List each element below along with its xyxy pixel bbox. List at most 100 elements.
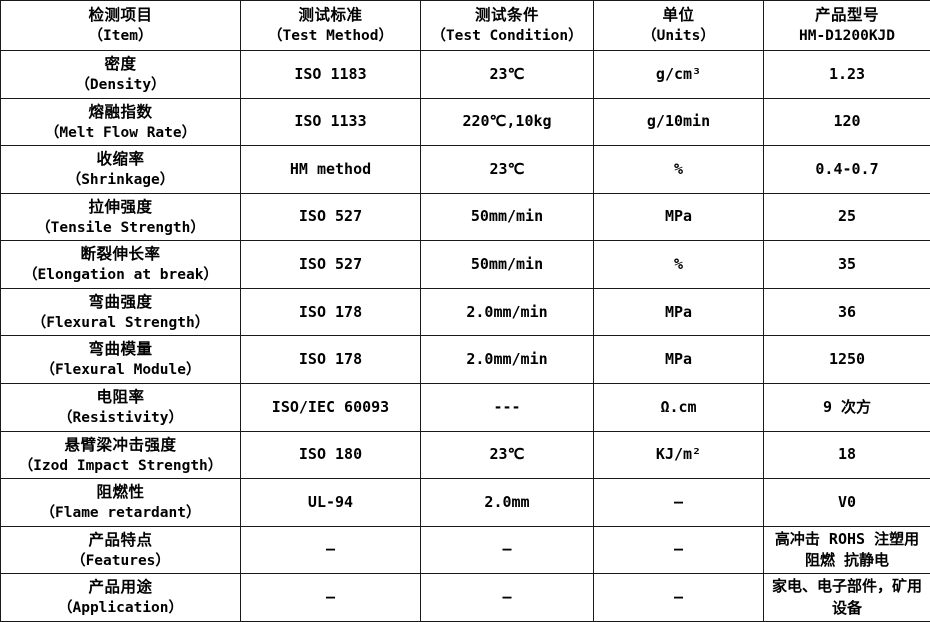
value-text: 120 [768,111,926,132]
units-cell: KJ/m² [594,431,764,479]
method-cell: ISO 1133 [241,98,421,146]
table-row: 断裂伸长率 （Elongation at break） ISO 527 50mm… [1,241,930,289]
value-cell: V0 [764,479,930,527]
condition-cell: 2.0mm/min [421,336,594,384]
item-name-en: （Melt Flow Rate） [5,123,236,144]
table-row: 拉伸强度 （Tensile Strength） ISO 527 50mm/min… [1,193,930,241]
item-cell: 弯曲强度 （Flexural Strength） [1,288,241,336]
item-cell: 断裂伸长率 （Elongation at break） [1,241,241,289]
item-name-en: （Flexural Strength） [5,313,236,334]
method-cell: — [241,574,421,622]
item-cell: 拉伸强度 （Tensile Strength） [1,193,241,241]
value-cell: 1.23 [764,51,930,99]
header-model-number: HM-D1200KJD [768,26,926,47]
item-name-en: （Flexural Module） [5,360,236,381]
item-cell: 阻燃性 （Flame retardant） [1,479,241,527]
method-cell: ISO 180 [241,431,421,479]
item-name-cn: 阻燃性 [5,481,236,503]
header-condition-en: （Test Condition） [425,26,589,47]
units-cell: MPa [594,288,764,336]
table-row: 悬臂梁冲击强度 （Izod Impact Strength） ISO 180 2… [1,431,930,479]
value-cell: 35 [764,241,930,289]
method-cell: ISO 178 [241,336,421,384]
method-cell: ISO 1183 [241,51,421,99]
value-text: 35 [768,254,926,275]
header-units-cn: 单位 [598,4,759,26]
units-cell: g/10min [594,98,764,146]
item-name-cn: 弯曲强度 [5,291,236,313]
item-name-cn: 熔融指数 [5,101,236,123]
item-cell: 熔融指数 （Melt Flow Rate） [1,98,241,146]
item-name-cn: 产品特点 [5,529,236,551]
item-name-en: （Shrinkage） [5,170,236,191]
condition-cell: 220℃,10kg [421,98,594,146]
value-cell: 高冲击 ROHS 注塑用 阻燃 抗静电 [764,526,930,574]
header-cell-model: 产品型号 HM-D1200KJD [764,1,930,51]
table-row: 密度 （Density） ISO 1183 23℃ g/cm³ 1.23 [1,51,930,99]
table-row: 弯曲强度 （Flexural Strength） ISO 178 2.0mm/m… [1,288,930,336]
item-cell: 收缩率 （Shrinkage） [1,146,241,194]
table-row: 电阻率 （Resistivity） ISO/IEC 60093 --- Ω.cm… [1,384,930,432]
item-name-cn: 产品用途 [5,576,236,598]
table-row: 产品特点 （Features） — — — 高冲击 ROHS 注塑用 阻燃 抗静… [1,526,930,574]
header-cell-units: 单位 （Units） [594,1,764,51]
value-text: 0.4-0.7 [768,159,926,180]
condition-cell: 23℃ [421,431,594,479]
table-row: 收缩率 （Shrinkage） HM method 23℃ % 0.4-0.7 [1,146,930,194]
header-item-en: （Item） [5,26,236,47]
units-cell: MPa [594,193,764,241]
method-cell: ISO 527 [241,193,421,241]
method-cell: — [241,526,421,574]
item-cell: 悬臂梁冲击强度 （Izod Impact Strength） [1,431,241,479]
value-text: 1250 [768,349,926,370]
header-method-en: （Test Method） [245,26,416,47]
value-text: 25 [768,206,926,227]
item-name-en: （Izod Impact Strength） [5,456,236,477]
item-name-cn: 悬臂梁冲击强度 [5,434,236,456]
item-cell: 产品特点 （Features） [1,526,241,574]
item-name-en: （Tensile Strength） [5,218,236,239]
header-item-cn: 检测项目 [5,4,236,26]
header-condition-cn: 测试条件 [425,4,589,26]
units-cell: — [594,479,764,527]
table-row: 弯曲模量 （Flexural Module） ISO 178 2.0mm/min… [1,336,930,384]
item-name-en: （Flame retardant） [5,503,236,524]
header-model-cn: 产品型号 [768,4,926,26]
value-cell: 0.4-0.7 [764,146,930,194]
item-name-en: （Elongation at break） [5,265,236,286]
table-body: 密度 （Density） ISO 1183 23℃ g/cm³ 1.23 熔融指… [1,51,930,622]
value-text: 1.23 [768,64,926,85]
units-cell: — [594,526,764,574]
value-text: 18 [768,444,926,465]
condition-cell: — [421,574,594,622]
condition-cell: — [421,526,594,574]
condition-cell: 2.0mm/min [421,288,594,336]
table-row: 产品用途 （Application） — — — 家电、电子部件，矿用设备 [1,574,930,622]
item-name-cn: 断裂伸长率 [5,243,236,265]
method-cell: ISO 178 [241,288,421,336]
condition-cell: 50mm/min [421,241,594,289]
method-cell: UL-94 [241,479,421,527]
table-row: 熔融指数 （Melt Flow Rate） ISO 1133 220℃,10kg… [1,98,930,146]
units-cell: Ω.cm [594,384,764,432]
units-cell: MPa [594,336,764,384]
table-row: 阻燃性 （Flame retardant） UL-94 2.0mm — V0 [1,479,930,527]
condition-cell: 23℃ [421,51,594,99]
value-cell: 家电、电子部件，矿用设备 [764,574,930,622]
value-text: 36 [768,302,926,323]
item-cell: 密度 （Density） [1,51,241,99]
item-name-cn: 弯曲模量 [5,338,236,360]
item-name-en: （Resistivity） [5,408,236,429]
value-text: 高冲击 ROHS 注塑用 阻燃 抗静电 [768,529,926,572]
header-cell-item: 检测项目 （Item） [1,1,241,51]
value-cell: 120 [764,98,930,146]
condition-cell: 50mm/min [421,193,594,241]
units-cell: % [594,241,764,289]
condition-cell: 23℃ [421,146,594,194]
item-cell: 产品用途 （Application） [1,574,241,622]
value-text: V0 [768,492,926,513]
value-cell: 9 次方 [764,384,930,432]
units-cell: % [594,146,764,194]
